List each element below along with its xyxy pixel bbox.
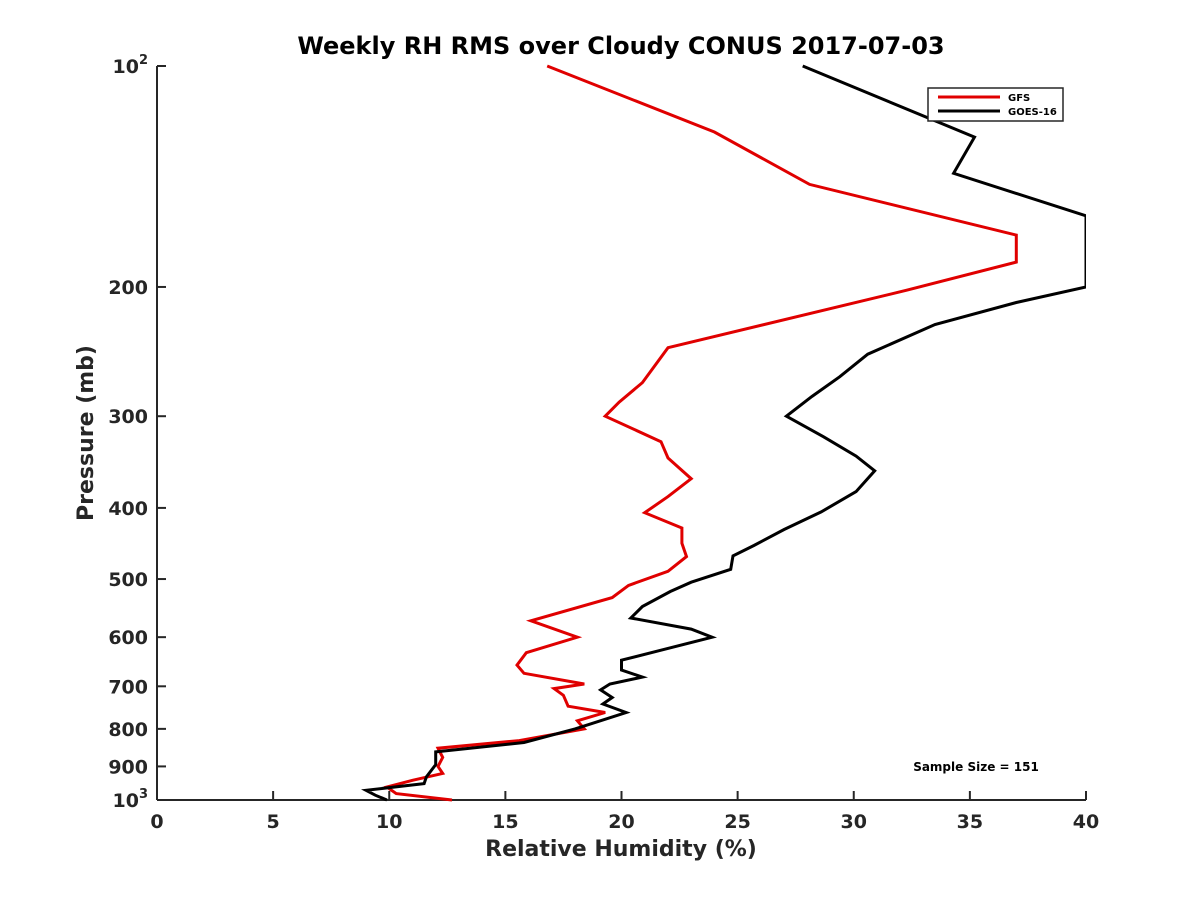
y-tick-label: 900 bbox=[108, 756, 148, 778]
x-tick-label: 10 bbox=[376, 811, 402, 833]
x-tick-label: 0 bbox=[150, 811, 163, 833]
y-axis-ticks: 102 200 300 400 500 600 700 800 900 103 bbox=[108, 53, 166, 812]
legend-box bbox=[927, 87, 1064, 122]
legend-label-goes-16: GOES-16 bbox=[1008, 107, 1057, 118]
y-tick-label: 200 bbox=[108, 277, 148, 299]
series-lines bbox=[361, 64, 1086, 802]
y-tick-label: 500 bbox=[108, 569, 148, 591]
y-axis-label: Pressure (mb) bbox=[74, 345, 99, 521]
sample-size-annotation: Sample Size = 151 bbox=[913, 760, 1039, 774]
x-tick-label: 30 bbox=[841, 811, 867, 833]
x-tick-label: 15 bbox=[492, 811, 518, 833]
y-tick-label: 300 bbox=[108, 406, 148, 428]
y-tick-label: 400 bbox=[108, 498, 148, 520]
y-tick-label: 600 bbox=[108, 627, 148, 649]
x-tick-label: 40 bbox=[1073, 811, 1099, 833]
legend-label-gfs: GFS bbox=[1008, 93, 1030, 104]
y-tick-label: 103 bbox=[113, 787, 149, 812]
x-tick-label: 25 bbox=[724, 811, 750, 833]
x-axis-label: Relative Humidity (%) bbox=[485, 837, 757, 862]
y-tick-label: 700 bbox=[108, 676, 148, 698]
y-tick-label: 102 bbox=[113, 53, 149, 78]
series-line-gfs bbox=[383, 64, 1018, 802]
plot-area bbox=[156, 66, 1086, 801]
y-tick-label: 800 bbox=[108, 719, 148, 741]
legend: GFS GOES-16 bbox=[927, 87, 1064, 122]
chart-title: Weekly RH RMS over Cloudy CONUS 2017-07-… bbox=[297, 32, 944, 60]
x-tick-label: 35 bbox=[957, 811, 983, 833]
x-tick-label: 20 bbox=[608, 811, 634, 833]
x-tick-label: 5 bbox=[267, 811, 280, 833]
series-line-goes-16 bbox=[361, 64, 1086, 802]
x-axis-ticks: 0 5 10 15 20 25 30 35 40 bbox=[150, 791, 1099, 833]
